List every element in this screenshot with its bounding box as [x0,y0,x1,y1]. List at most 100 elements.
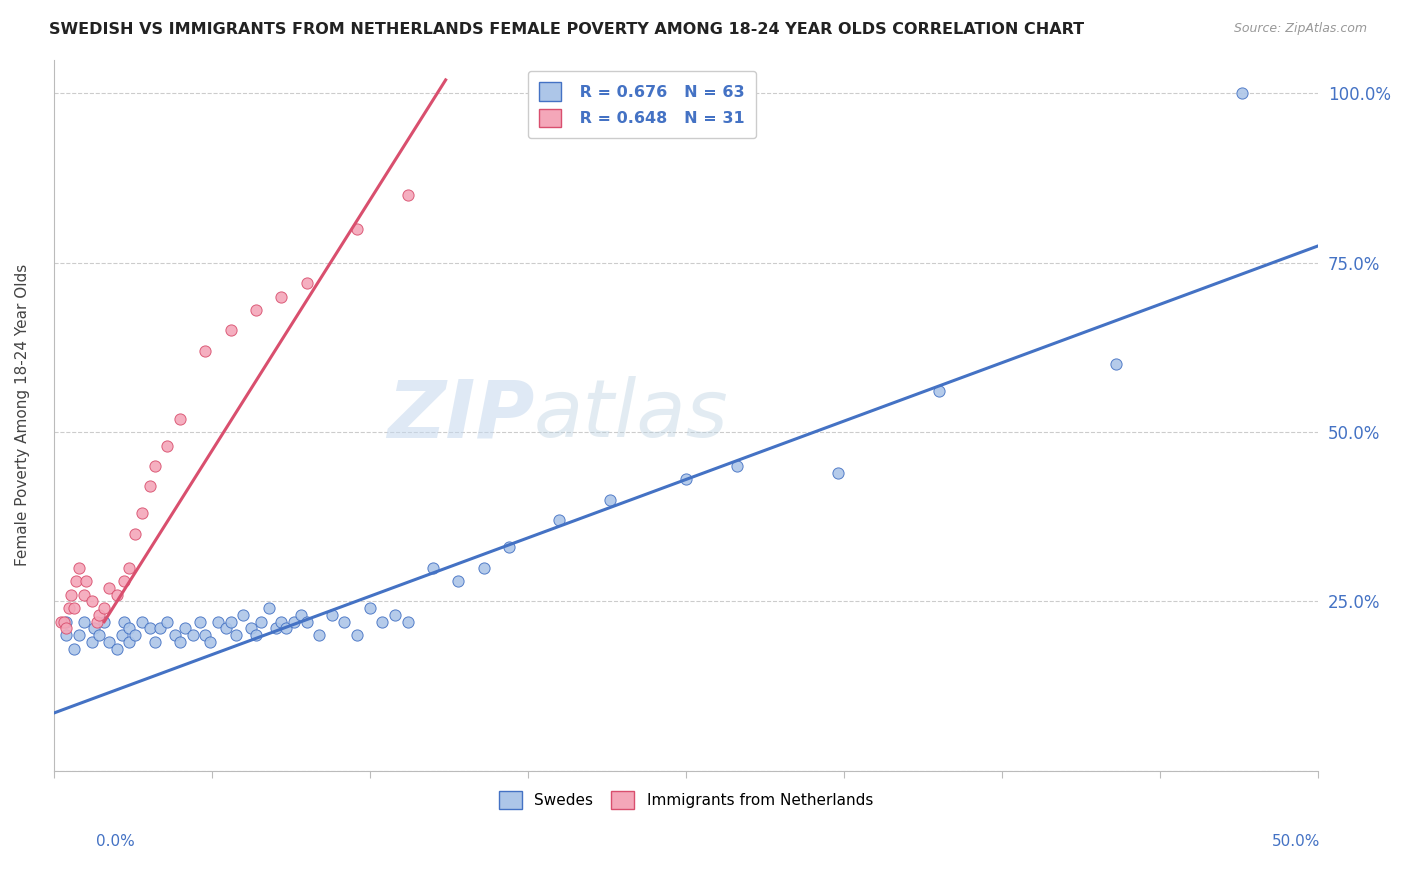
Point [396,188,419,202]
Point [207,615,229,629]
Text: SWEDISH VS IMMIGRANTS FROM NETHERLANDS FEMALE POVERTY AMONG 18-24 YEAR OLDS CORR: SWEDISH VS IMMIGRANTS FROM NETHERLANDS F… [49,22,1084,37]
Point [239,622,262,636]
Text: ZIP: ZIP [387,376,534,454]
Point [194,628,217,642]
Point [498,540,520,554]
Point [67,628,90,642]
Point [169,635,191,649]
Point [131,615,153,629]
Point [73,615,96,629]
Point [55,615,77,629]
Point [1105,357,1128,371]
Point [181,628,204,642]
Text: Source: ZipAtlas.com: Source: ZipAtlas.com [1233,22,1367,36]
Point [118,560,141,574]
Point [1232,87,1254,101]
Point [93,615,115,629]
Point [725,458,748,473]
Point [264,622,287,636]
Point [928,384,950,399]
Point [105,588,128,602]
Text: 0.0%: 0.0% [96,834,135,848]
Point [371,615,394,629]
Point [138,479,160,493]
Point [245,628,267,642]
Point [80,594,103,608]
Point [149,622,172,636]
Point [599,492,621,507]
Point [114,574,136,588]
Point [55,622,77,636]
Text: 50.0%: 50.0% [1272,834,1320,848]
Point [295,615,318,629]
Point [143,635,166,649]
Point [111,628,134,642]
Point [472,560,495,574]
Point [270,290,292,304]
Point [89,607,111,622]
Point [163,628,186,642]
Point [80,635,103,649]
Point [675,473,697,487]
Point [124,526,146,541]
Point [295,276,318,290]
Point [83,622,105,636]
Point [232,607,254,622]
Point [219,324,242,338]
Point [276,622,298,636]
Point [200,635,222,649]
Point [65,574,87,588]
Point [447,574,470,588]
Point [174,622,197,636]
Point [105,641,128,656]
Point [131,506,153,520]
Point [548,513,571,527]
Point [245,303,267,318]
Point [73,588,96,602]
Point [138,622,160,636]
Point [257,601,280,615]
Point [346,222,368,236]
Point [359,601,381,615]
Point [86,615,108,629]
Point [308,628,330,642]
Point [270,615,292,629]
Point [333,615,356,629]
Point [827,466,849,480]
Point [98,581,121,595]
Text: atlas: atlas [534,376,728,454]
Point [188,615,211,629]
Point [219,615,242,629]
Point [384,607,406,622]
Point [214,622,236,636]
Point [89,628,111,642]
Point [225,628,247,642]
Y-axis label: Female Poverty Among 18-24 Year Olds: Female Poverty Among 18-24 Year Olds [15,264,30,566]
Point [93,601,115,615]
Point [290,607,312,622]
Point [76,574,98,588]
Point [124,628,146,642]
Point [55,628,77,642]
Point [346,628,368,642]
Point [114,615,136,629]
Point [169,411,191,425]
Point [118,635,141,649]
Point [194,343,217,358]
Legend: Swedes, Immigrants from Netherlands: Swedes, Immigrants from Netherlands [491,783,880,816]
Point [156,615,179,629]
Point [156,439,179,453]
Point [283,615,305,629]
Point [98,635,121,649]
Point [321,607,343,622]
Point [250,615,273,629]
Point [67,560,90,574]
Point [422,560,444,574]
Point [143,458,166,473]
Point [63,641,86,656]
Point [60,588,83,602]
Point [58,601,80,615]
Point [118,622,141,636]
Point [51,615,73,629]
Point [52,615,75,629]
